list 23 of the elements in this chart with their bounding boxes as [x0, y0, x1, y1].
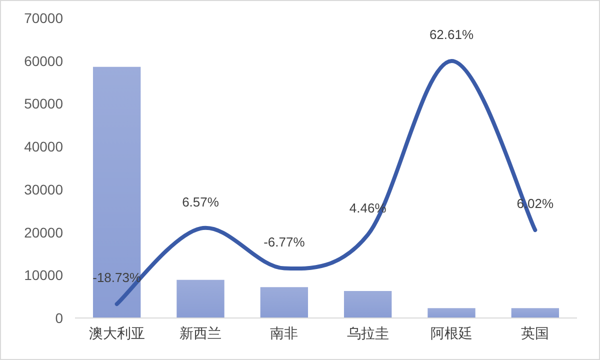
bar	[344, 291, 392, 318]
data-label: 6.57%	[182, 194, 220, 210]
y-tick-label: 70000	[24, 10, 64, 26]
y-tick-label: 20000	[24, 224, 64, 240]
x-tick-label: 英国	[521, 325, 550, 341]
data-label: -6.77%	[264, 234, 306, 250]
x-tick-label: 阿根廷	[430, 325, 472, 341]
x-tick-label: 新西兰	[180, 325, 222, 341]
bar	[176, 280, 224, 318]
x-tick-label: 乌拉圭	[346, 325, 389, 341]
data-label: 62.61%	[429, 27, 474, 42]
bar	[428, 308, 476, 318]
y-tick-label: 10000	[24, 267, 64, 284]
bar	[511, 308, 560, 318]
y-tick-label: 60000	[24, 52, 64, 69]
x-tick-label: 南非	[270, 325, 298, 341]
bar	[260, 287, 308, 318]
y-tick-label: 50000	[24, 96, 64, 112]
y-tick-label: 30000	[24, 181, 64, 198]
y-tick-label: 0	[55, 310, 64, 326]
bar	[92, 66, 141, 318]
y-tick-label: 40000	[24, 138, 64, 155]
x-tick-label: 澳大利亚	[88, 325, 145, 341]
